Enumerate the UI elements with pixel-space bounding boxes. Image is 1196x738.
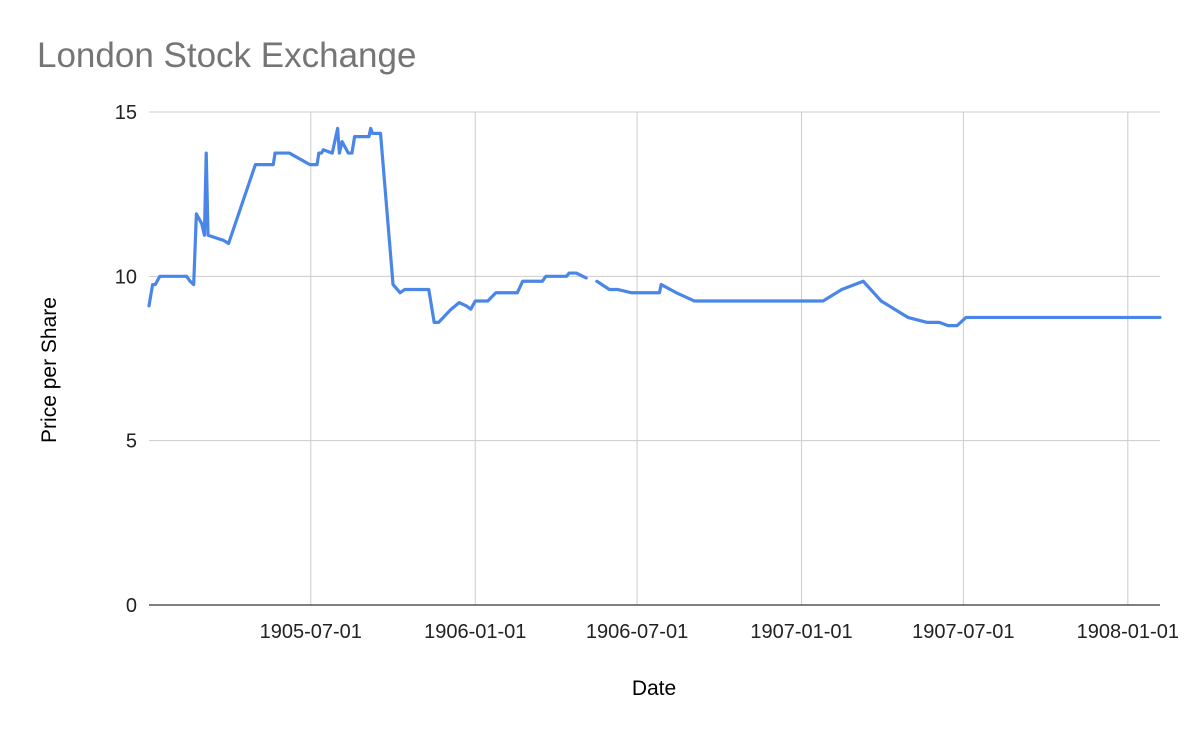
x-tick-label: 1905-07-01 (260, 621, 362, 643)
gridlines (149, 111, 1160, 605)
y-tick-label: 10 (115, 266, 137, 288)
series-line (595, 279, 1162, 328)
y-tick-label: 15 (115, 102, 137, 124)
chart-title: London Stock Exchange (37, 36, 416, 75)
y-axis-title: Price per Share (38, 297, 61, 443)
y-tick-label: 0 (126, 595, 137, 617)
y-tick-label: 5 (126, 431, 137, 453)
series-layer (147, 126, 1162, 328)
x-tick-label: 1906-07-01 (586, 621, 688, 643)
x-tick-label: 1906-01-01 (424, 621, 526, 643)
x-tick-label: 1908-01-01 (1077, 621, 1179, 643)
x-axis-ticks: 1905-07-01 1906-01-01 1906-07-01 1907-01-01… (260, 621, 1179, 643)
series-line (147, 126, 588, 324)
x-axis-title: Date (632, 677, 676, 700)
x-tick-label: 1907-01-01 (750, 621, 852, 643)
x-tick-label: 1907-07-01 (912, 621, 1014, 643)
y-axis-ticks: 0 5 10 15 (115, 102, 137, 617)
